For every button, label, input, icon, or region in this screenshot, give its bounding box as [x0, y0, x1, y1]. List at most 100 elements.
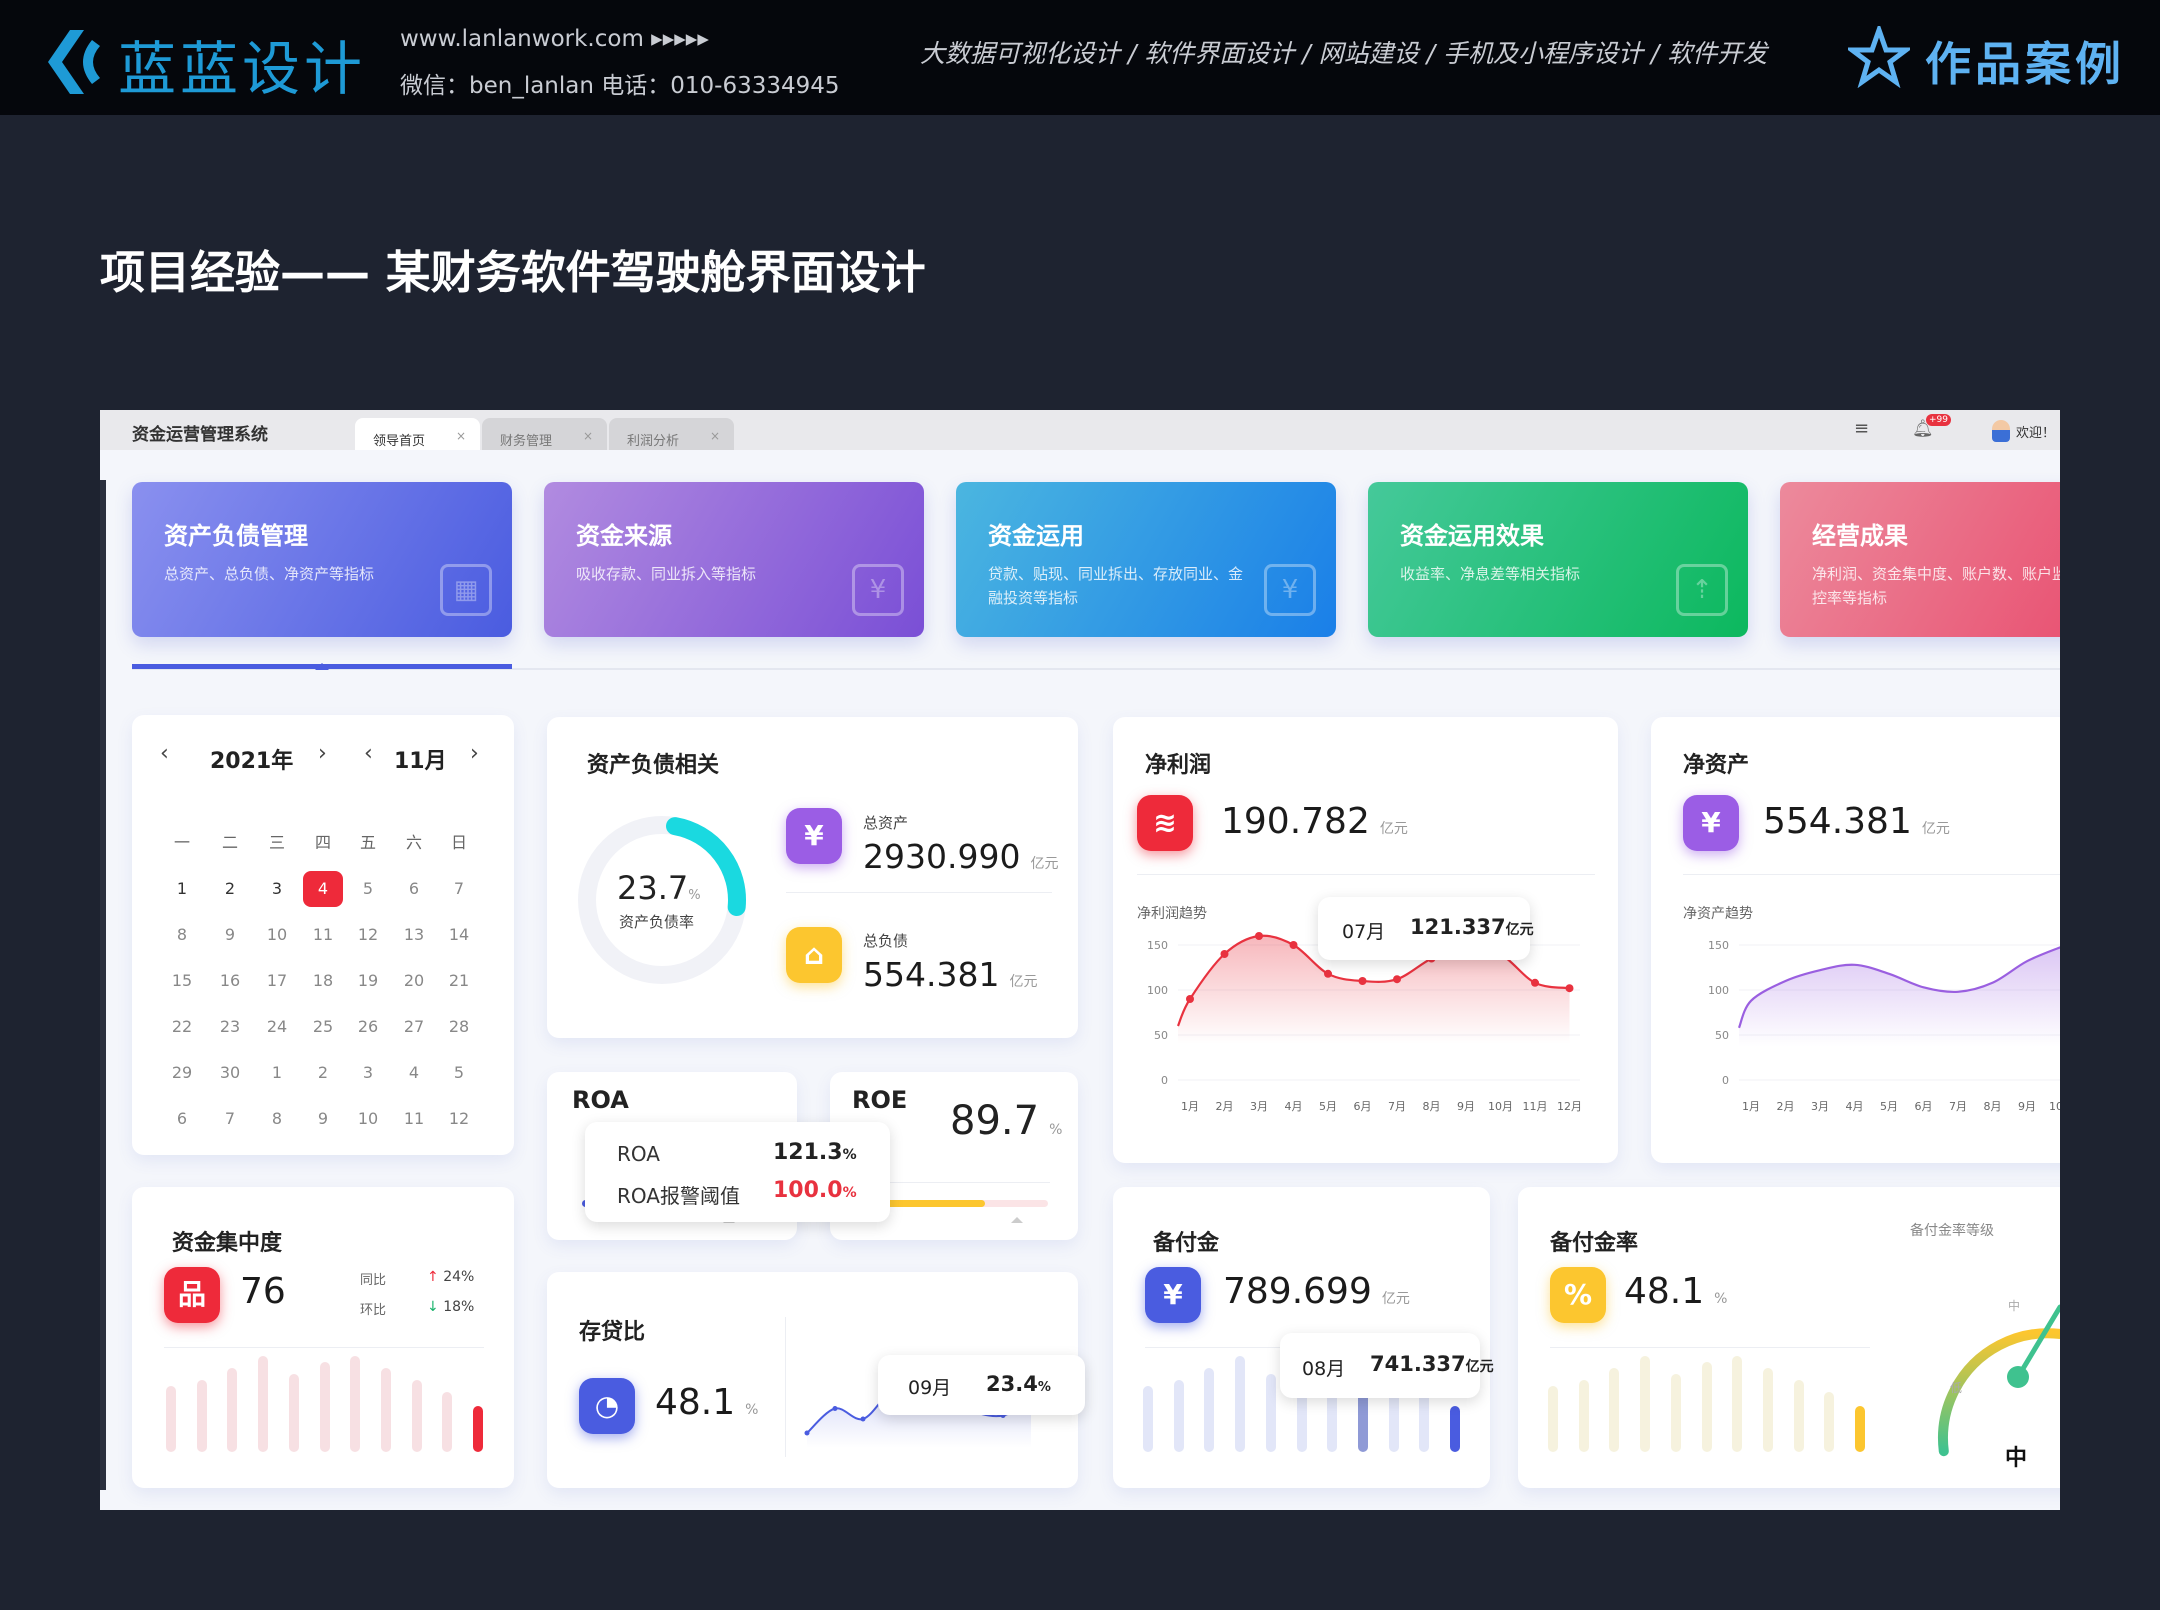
- calendar-day[interactable]: 24: [266, 1017, 288, 1036]
- calendar-day[interactable]: 5: [362, 879, 374, 898]
- module-card-button[interactable]: 资金来源 吸收存款、同业拆入等指标 ¥: [544, 482, 924, 637]
- calendar-day[interactable]: 29: [171, 1063, 193, 1082]
- calendar-day[interactable]: 11: [403, 1109, 425, 1128]
- calendar-day[interactable]: 27: [403, 1017, 425, 1036]
- tooltip-month: 07月: [1342, 921, 1386, 943]
- module-card-button[interactable]: 资金运用效果 收益率、净息差等相关指标 ⇡: [1368, 482, 1748, 637]
- calendar-day[interactable]: 18: [312, 971, 334, 990]
- weekday-label[interactable]: 六: [405, 833, 422, 852]
- card-title: 备付金率: [1550, 1231, 1639, 1256]
- close-icon[interactable]: ×: [709, 429, 720, 443]
- data-point[interactable]: [1289, 941, 1298, 949]
- calendar-day[interactable]: 2: [224, 879, 236, 898]
- calendar-day[interactable]: 6: [408, 879, 420, 898]
- bar: [1419, 1392, 1430, 1452]
- calendar-day[interactable]: 8: [271, 1109, 283, 1128]
- calendar-day[interactable]: 10: [357, 1109, 379, 1128]
- cases-link[interactable]: 作品案例: [1925, 37, 2125, 91]
- calendar-day[interactable]: 15: [171, 971, 193, 990]
- calendar-day[interactable]: 7: [453, 879, 465, 898]
- calendar-day[interactable]: 2: [317, 1063, 329, 1082]
- calendar-day[interactable]: 1: [271, 1063, 283, 1082]
- calendar-day[interactable]: 13: [403, 925, 425, 944]
- website-link[interactable]: www.lanlanwork.com ▸▸▸▸▸: [400, 26, 709, 52]
- calendar-day[interactable]: 11: [312, 925, 334, 944]
- data-point[interactable]: [1220, 950, 1229, 958]
- avatar[interactable]: [1992, 420, 2010, 442]
- concentration-bar-chart: [132, 1187, 514, 1488]
- weekday-label[interactable]: 一: [173, 833, 190, 852]
- calendar-day[interactable]: 16: [219, 971, 241, 990]
- calendar-day[interactable]: 23: [219, 1017, 241, 1036]
- calendar-day[interactable]: 28: [448, 1017, 470, 1036]
- menu-icon[interactable]: ≡: [1854, 418, 1870, 439]
- weekday-label[interactable]: 四: [314, 833, 331, 852]
- roa-tooltip: ROA 121.3% ROA报警阈值 100.0%: [585, 1122, 890, 1222]
- total-assets-label: 总资产: [863, 814, 909, 832]
- weekday-label[interactable]: 三: [268, 833, 285, 852]
- calendar-day[interactable]: 12: [357, 925, 379, 944]
- close-icon[interactable]: ×: [582, 429, 593, 443]
- tab-profit[interactable]: 利润分析 ×: [609, 418, 734, 450]
- loan-ratio-tooltip: 09月 23.4%: [878, 1355, 1085, 1415]
- tab-leader-home[interactable]: 领导首页 ×: [355, 418, 480, 450]
- x-tick-label: 10月: [1488, 1100, 1513, 1113]
- calendar-day[interactable]: 25: [312, 1017, 334, 1036]
- prev-month-button[interactable]: ‹: [364, 741, 373, 766]
- weekday-label[interactable]: 日: [450, 833, 467, 852]
- calendar-day[interactable]: 9: [224, 925, 236, 944]
- module-card-button[interactable]: 资金运用 贷款、贴现、同业拆出、存放同业、金融投资等指标 ¥: [956, 482, 1336, 637]
- next-year-button[interactable]: ›: [318, 741, 327, 766]
- data-point[interactable]: [1186, 995, 1194, 1003]
- data-point: [804, 1430, 810, 1436]
- calendar-day[interactable]: 20: [403, 971, 425, 990]
- calendar-day[interactable]: 22: [171, 1017, 193, 1036]
- gauge-needle: [2015, 1304, 2060, 1380]
- tab-finance[interactable]: 财务管理 ×: [482, 418, 607, 450]
- calendar-day[interactable]: 19: [357, 971, 379, 990]
- calendar-day[interactable]: 4: [303, 871, 343, 907]
- calendar-day[interactable]: 3: [271, 879, 283, 898]
- calendar-day[interactable]: 6: [176, 1109, 188, 1128]
- sidebar-edge: [100, 480, 106, 1490]
- calendar-day[interactable]: 17: [266, 971, 288, 990]
- calendar-day[interactable]: 12: [448, 1109, 470, 1128]
- calendar-year: 2021年: [210, 749, 294, 774]
- calendar-day[interactable]: 26: [357, 1017, 379, 1036]
- services-nav[interactable]: 大数据可视化设计 / 软件界面设计 / 网站建设 / 手机及小程序设计 / 软件…: [920, 39, 1768, 68]
- total-liabilities-label: 总负债: [863, 932, 909, 950]
- module-description: 贷款、贴现、同业拆出、存放同业、金融投资等指标: [988, 565, 1244, 607]
- notification-badge: +99: [1926, 414, 1951, 426]
- divider: [1550, 1347, 1870, 1348]
- calendar-month: 11月: [394, 749, 447, 774]
- calendar-day[interactable]: 14: [448, 925, 470, 944]
- data-point[interactable]: [1255, 932, 1263, 940]
- calendar-day[interactable]: 9: [317, 1109, 329, 1128]
- calendar-day[interactable]: 10: [266, 925, 288, 944]
- data-point[interactable]: [1565, 984, 1574, 993]
- data-point[interactable]: [1393, 975, 1401, 984]
- calendar-day[interactable]: 21: [448, 971, 470, 990]
- data-point[interactable]: [1324, 969, 1332, 978]
- total-liabilities-icon: ⌂: [786, 927, 842, 983]
- weekday-label[interactable]: 五: [359, 833, 376, 852]
- data-point[interactable]: [1358, 977, 1367, 985]
- bar: [1670, 1374, 1681, 1452]
- bar: [288, 1374, 299, 1452]
- prev-year-button[interactable]: ‹: [160, 741, 169, 766]
- calendar-day[interactable]: 1: [176, 879, 188, 898]
- close-icon[interactable]: ×: [455, 429, 466, 443]
- module-card-button[interactable]: 资产负债管理 总资产、总负债、净资产等指标 ▦: [132, 482, 512, 637]
- next-month-button[interactable]: ›: [470, 741, 479, 766]
- pie-chart-icon: ◔: [579, 1378, 635, 1434]
- reserve-rate-bar-chart: [1518, 1187, 1938, 1488]
- calendar-day[interactable]: 8: [176, 925, 188, 944]
- calendar-day[interactable]: 3: [362, 1063, 374, 1082]
- calendar-day[interactable]: 4: [408, 1063, 420, 1082]
- calendar-day[interactable]: 5: [453, 1063, 465, 1082]
- calendar-day[interactable]: 30: [219, 1063, 241, 1082]
- data-point[interactable]: [1531, 978, 1539, 987]
- calendar-day[interactable]: 7: [224, 1109, 236, 1128]
- weekday-label[interactable]: 二: [221, 833, 238, 852]
